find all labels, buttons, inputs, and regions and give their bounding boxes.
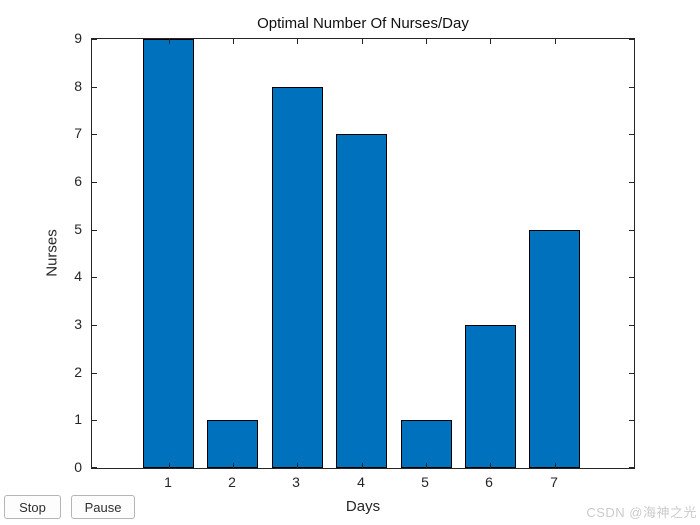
x-tick-mark — [233, 463, 234, 468]
x-tick-mark — [555, 39, 556, 44]
y-tick-mark — [629, 134, 634, 135]
y-tick-label: 8 — [74, 78, 82, 94]
bar-day-2 — [207, 420, 258, 468]
y-tick-mark — [629, 277, 634, 278]
x-axis-label: Days — [345, 498, 381, 515]
pause-button[interactable]: Pause — [71, 495, 135, 519]
y-tick-label: 0 — [74, 459, 82, 475]
x-tick-label: 7 — [550, 474, 558, 490]
x-tick-mark — [233, 39, 234, 44]
y-tick-mark — [92, 467, 97, 468]
y-tick-mark — [629, 325, 634, 326]
y-tick-mark — [629, 373, 634, 374]
y-tick-label: 6 — [74, 173, 82, 189]
bar-day-5 — [401, 420, 452, 468]
y-tick-mark — [92, 230, 97, 231]
y-tick-mark — [629, 420, 634, 421]
y-tick-label: 9 — [74, 30, 82, 46]
y-tick-mark — [92, 39, 97, 40]
bar-day-1 — [143, 39, 194, 468]
x-tick-mark — [490, 463, 491, 468]
bar-day-3 — [272, 87, 323, 468]
x-tick-mark — [297, 39, 298, 44]
y-tick-mark — [92, 182, 97, 183]
chart-title: Optimal Number Of Nurses/Day — [257, 15, 469, 32]
y-tick-mark — [92, 325, 97, 326]
x-tick-label: 6 — [485, 474, 493, 490]
x-tick-label: 5 — [421, 474, 429, 490]
y-tick-mark — [92, 134, 97, 135]
y-tick-label: 2 — [74, 364, 82, 380]
x-tick-label: 1 — [164, 474, 172, 490]
x-tick-mark — [426, 39, 427, 44]
bar-day-6 — [465, 325, 516, 468]
y-tick-mark — [629, 39, 634, 40]
bar-day-4 — [336, 134, 387, 468]
y-tick-label: 5 — [74, 221, 82, 237]
y-tick-mark — [92, 277, 97, 278]
x-tick-mark — [297, 463, 298, 468]
x-tick-mark — [169, 39, 170, 44]
y-tick-mark — [92, 420, 97, 421]
x-tick-mark — [362, 463, 363, 468]
x-tick-mark — [490, 39, 491, 44]
y-tick-mark — [629, 182, 634, 183]
y-tick-mark — [629, 230, 634, 231]
stop-button[interactable]: Stop — [4, 495, 61, 519]
x-tick-mark — [426, 463, 427, 468]
y-tick-mark — [629, 467, 634, 468]
y-tick-label: 7 — [74, 125, 82, 141]
y-tick-label: 3 — [74, 316, 82, 332]
watermark: CSDN @海神之光 — [586, 505, 697, 520]
x-tick-label: 3 — [292, 474, 300, 490]
x-tick-mark — [362, 39, 363, 44]
plot-area — [91, 38, 635, 469]
x-tick-mark — [169, 463, 170, 468]
y-tick-label: 4 — [74, 268, 82, 284]
y-tick-mark — [629, 87, 634, 88]
x-tick-label: 2 — [228, 474, 236, 490]
x-tick-mark — [555, 463, 556, 468]
y-tick-label: 1 — [74, 411, 82, 427]
x-tick-label: 4 — [357, 474, 365, 490]
y-tick-mark — [92, 373, 97, 374]
bar-day-7 — [529, 230, 580, 468]
y-tick-mark — [92, 87, 97, 88]
